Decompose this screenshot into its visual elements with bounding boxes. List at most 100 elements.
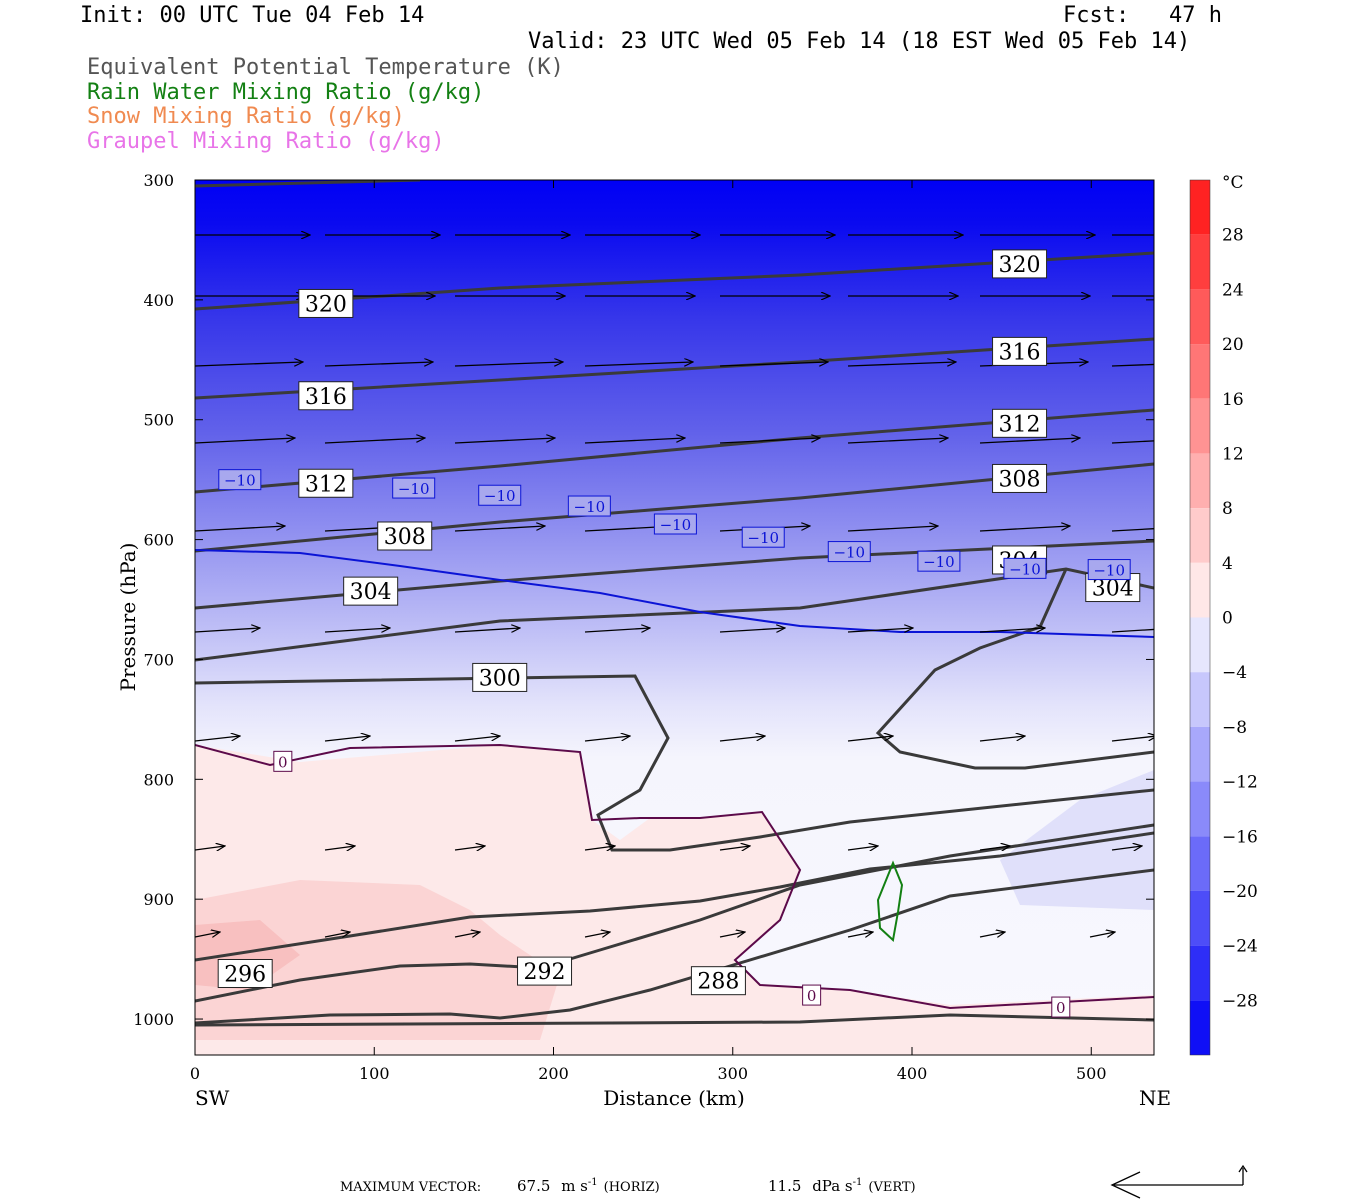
colorbar-swatch [1190, 180, 1210, 235]
colorbar-tick-label: −20 [1222, 882, 1258, 902]
temperature-label-box [827, 541, 871, 563]
theta-e-label-box [343, 576, 399, 606]
wind-vector [979, 736, 1025, 742]
wind-vector [979, 846, 1010, 850]
temperature-label-box [741, 526, 785, 548]
theta-e-label: 316 [305, 385, 347, 410]
wind-vector [847, 628, 913, 633]
x-tick-label: 400 [897, 1064, 928, 1083]
wind-vector [454, 526, 545, 532]
warm-region-core [195, 880, 560, 1040]
colorbar-tick-label: −16 [1222, 827, 1258, 847]
wind-vector [195, 736, 240, 742]
wind-vector [847, 362, 956, 367]
legend-theta-e: Equivalent Potential Temperature (K) [87, 55, 564, 80]
temperature-label: −10 [484, 487, 516, 505]
y-tick-label: 400 [143, 291, 174, 310]
x-tick-label: 0 [190, 1064, 200, 1083]
wind-vector [324, 628, 390, 633]
wind-vector [454, 846, 485, 850]
wind-vector [324, 736, 370, 742]
y-tick-label: 800 [143, 770, 174, 789]
max-vector-label: MAXIMUM VECTOR: [340, 1180, 481, 1195]
temperature-label-box [218, 469, 262, 491]
theta-e-label-box [517, 956, 573, 986]
legend-rain: Rain Water Mixing Ratio (g/kg) [87, 80, 485, 105]
wind-vector [719, 846, 750, 850]
init-time: Init: 00 UTC Tue 04 Feb 14 [80, 3, 425, 28]
rain-mixing-ratio-contour [876, 860, 904, 942]
colorbar-unit: °C [1222, 173, 1244, 193]
temperature-label-box [1003, 557, 1047, 579]
temperature-contour-minus10 [195, 549, 1154, 638]
y-tick-label: 700 [143, 650, 174, 669]
colorbar-tick-label: 24 [1222, 280, 1244, 300]
theta-e-label: 288 [697, 970, 739, 995]
theta-e-label: 312 [999, 412, 1041, 437]
theta-e-label: 300 [479, 666, 521, 691]
wind-vector [847, 736, 893, 742]
temperature-label-box [273, 750, 293, 772]
wind-vector [454, 736, 500, 742]
wind-vector [719, 362, 828, 367]
wind-vector [1089, 932, 1115, 937]
wind-vector [195, 846, 225, 850]
temperature-label-box [917, 550, 961, 572]
wind-vector [195, 526, 285, 532]
temperature-label: −10 [923, 553, 955, 571]
wind-vector [584, 362, 693, 367]
max-vector-vert-tag: (VERT) [868, 1180, 915, 1195]
colorbar-tick-label: −24 [1222, 937, 1258, 957]
theta-e-label: 308 [384, 525, 426, 550]
forecast-hour: Fcst: 47 h [1063, 3, 1222, 28]
wind-vector [195, 628, 260, 633]
temperature-label-box [1051, 996, 1071, 1018]
wind-vector [324, 932, 350, 937]
theta-e-label-box [298, 381, 354, 411]
theta-e-label: 320 [999, 253, 1041, 278]
wind-vector [1111, 736, 1154, 742]
colorbar-tick-label: 16 [1222, 390, 1244, 410]
y-tick-label: 1000 [133, 1010, 174, 1029]
colorbar-swatch [1190, 890, 1210, 946]
theta-e-label: 312 [305, 472, 347, 497]
theta-e-label: 316 [999, 340, 1041, 365]
plot-frame [194, 179, 1155, 1056]
wind-vector [454, 438, 555, 444]
colorbar-tick-label: 28 [1222, 226, 1244, 246]
temperature-label: 0 [278, 753, 288, 771]
wind-vector [324, 846, 355, 850]
max-vector-info: MAXIMUM VECTOR: 67.5 m s-1 (HORIZ) 11.5 d… [340, 1177, 916, 1195]
theta-e-contour [195, 462, 1154, 553]
max-vector-horiz-unit: m s [561, 1177, 588, 1195]
wind-vector [979, 438, 1080, 444]
wind-vector [719, 438, 820, 444]
wind-vector [1111, 846, 1142, 850]
temperature-label: −10 [747, 529, 779, 547]
colorbar-tick-label: −12 [1222, 773, 1258, 793]
wind-vector [324, 362, 433, 367]
temperature-label: −10 [833, 544, 865, 562]
x-tick-label: 100 [359, 1064, 390, 1083]
max-vector-vert-value: 11.5 [768, 1177, 801, 1195]
temperature-label: −10 [1093, 562, 1125, 580]
theta-e-label: 320 [305, 292, 347, 317]
temperature-label-box [653, 513, 697, 535]
colorbar-swatch [1190, 726, 1210, 782]
wind-vector [1111, 528, 1154, 532]
wind-vector [979, 932, 1005, 937]
theta-e-label-box [377, 521, 433, 551]
temperature-label-box [392, 477, 436, 499]
wind-vector [847, 438, 948, 444]
theta-e-label-box [217, 958, 273, 988]
wind-vector [979, 526, 1070, 532]
x-tick-label: 500 [1076, 1064, 1107, 1083]
colorbar-swatch [1190, 672, 1210, 727]
colorbar-tick-label: 12 [1222, 444, 1244, 464]
temperature-label: 0 [807, 987, 817, 1005]
theta-e-label-box [690, 966, 746, 996]
theta-e-label-box [298, 288, 354, 318]
colorbar-swatch [1190, 617, 1210, 673]
x-axis-label: Distance (km) [603, 1086, 745, 1110]
